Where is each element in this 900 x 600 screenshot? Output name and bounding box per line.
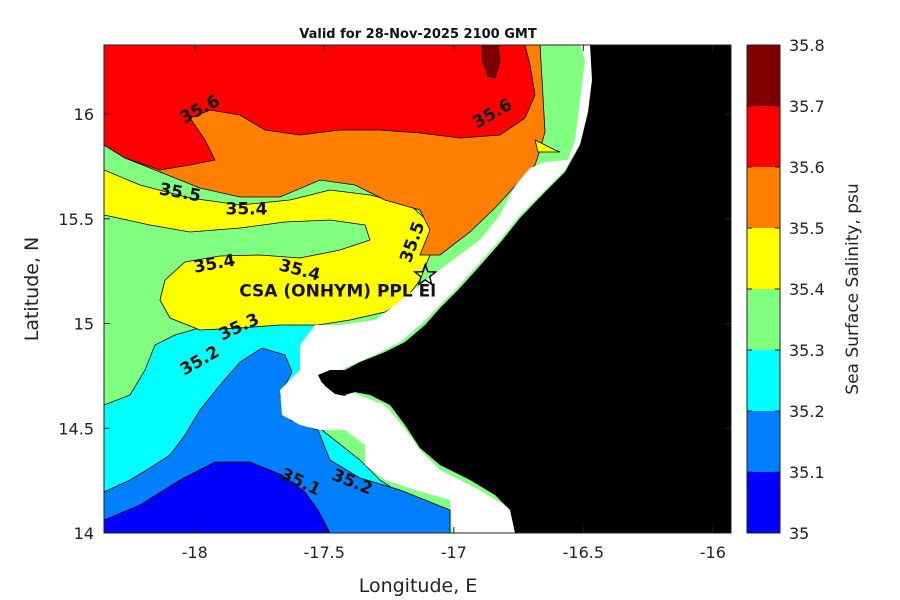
colorbar-swatch xyxy=(747,167,780,228)
x-tick-label: -16.5 xyxy=(563,543,604,562)
y-tick-label: 14 xyxy=(74,524,94,543)
colorbar-tick-label: 35.6 xyxy=(789,158,825,177)
y-axis-label: Latitude, N xyxy=(21,237,43,342)
colorbar-tick-label: 35.5 xyxy=(789,219,825,238)
salinity-band-35-4 xyxy=(104,169,433,331)
x-tick-label: -16 xyxy=(700,543,726,562)
colorbar-swatch xyxy=(747,472,780,533)
colorbar-label: Sea Surface Salinity, psu xyxy=(843,183,863,394)
plot-area: 35.6 35.635.535.435.535.4 35.435.335.235.1… xyxy=(104,45,731,533)
y-tick-label: 14.5 xyxy=(58,419,94,438)
colorbar-tick-label: 35.7 xyxy=(789,97,825,116)
colorbar-swatch xyxy=(747,228,780,289)
x-tick-label: -17 xyxy=(441,543,467,562)
colorbar-swatch xyxy=(747,289,780,350)
station-layer: CSA (ONHYM) PPL El xyxy=(239,262,438,301)
colorbar-swatch xyxy=(747,45,780,106)
colorbar-ticks: 35 35.1 35.2 35.3 35.4 35.5 35.6 35.7 35.8 xyxy=(747,36,825,543)
salinity-band-35-6 xyxy=(104,45,536,171)
colorbar-swatch xyxy=(747,350,780,411)
colorbar-tick-label: 35.3 xyxy=(789,341,825,360)
x-tick-label: -18 xyxy=(182,543,208,562)
station-star-icon xyxy=(412,262,438,286)
salinity-band-35-0 xyxy=(104,461,331,533)
y-tick-label: 15.5 xyxy=(58,210,94,229)
land-mass xyxy=(318,45,731,533)
x-axis-label: Longitude, E xyxy=(359,575,478,597)
coastal-no-data xyxy=(280,45,595,533)
salinity-coastal-yellow xyxy=(534,139,561,153)
colorbar-swatch xyxy=(747,106,780,167)
x-axis-ticks: -18 -17.5 -17 -16.5 -16 xyxy=(182,45,726,562)
salinity-band-35-7 xyxy=(481,45,501,79)
cape-verde-peninsula xyxy=(318,372,350,396)
colorbar-tick-label: 35.8 xyxy=(789,36,825,55)
colorbar-tick-label: 35 xyxy=(789,524,809,543)
colorbar-tick-label: 35.4 xyxy=(789,280,825,299)
plot-frame xyxy=(103,44,732,534)
colorbar-tick-label: 35.1 xyxy=(789,463,825,482)
station-label: CSA (ONHYM) PPL El xyxy=(239,281,436,301)
y-axis-ticks: 14 14.5 15 15.5 16 xyxy=(58,105,731,543)
colorbar-swatch xyxy=(747,411,780,472)
contour-label: 35.4 xyxy=(226,200,268,220)
y-tick-label: 16 xyxy=(74,105,94,124)
x-tick-label: -17.5 xyxy=(304,543,345,562)
y-tick-label: 15 xyxy=(74,315,94,334)
map-title: Valid for 28-Nov-2025 2100 GMT xyxy=(299,27,537,42)
colorbar-tick-label: 35.2 xyxy=(789,402,825,421)
